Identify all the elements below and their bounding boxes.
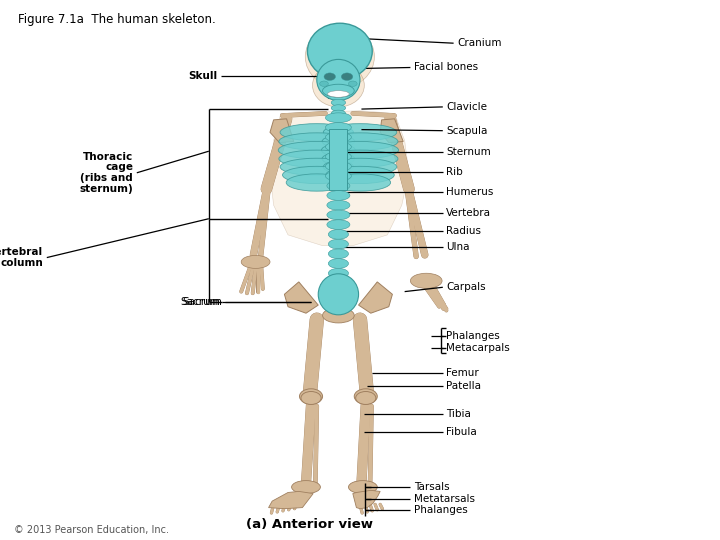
Ellipse shape [328, 249, 348, 259]
Ellipse shape [318, 274, 359, 315]
Text: Radius: Radius [446, 226, 482, 235]
Ellipse shape [328, 91, 349, 97]
Text: (a) Anterior view: (a) Anterior view [246, 518, 373, 531]
Text: Humerus: Humerus [446, 187, 494, 197]
Ellipse shape [354, 389, 377, 404]
Text: Ulna: Ulna [446, 242, 470, 252]
Ellipse shape [341, 73, 353, 80]
Text: Vertebral
column: Vertebral column [0, 247, 43, 268]
Polygon shape [269, 491, 313, 509]
Ellipse shape [322, 150, 398, 167]
Ellipse shape [328, 259, 348, 268]
Text: Tibia: Tibia [446, 409, 472, 419]
Ellipse shape [331, 110, 346, 117]
Ellipse shape [280, 124, 354, 141]
Polygon shape [284, 282, 318, 313]
Polygon shape [380, 119, 403, 143]
Text: Figure 7.1a  The human skeleton.: Figure 7.1a The human skeleton. [18, 14, 216, 26]
Ellipse shape [321, 141, 399, 159]
Polygon shape [353, 490, 380, 509]
Ellipse shape [348, 481, 377, 494]
Text: © 2013 Pearson Education, Inc.: © 2013 Pearson Education, Inc. [14, 525, 169, 535]
Polygon shape [270, 111, 409, 246]
Polygon shape [270, 119, 294, 143]
Ellipse shape [327, 200, 350, 210]
Ellipse shape [292, 481, 320, 494]
Ellipse shape [325, 166, 395, 184]
Ellipse shape [312, 64, 364, 107]
Text: Phalanges: Phalanges [446, 332, 500, 341]
Ellipse shape [331, 99, 346, 106]
Ellipse shape [325, 113, 351, 123]
Ellipse shape [241, 255, 270, 268]
Text: Sacrum: Sacrum [182, 298, 222, 307]
Ellipse shape [327, 181, 350, 191]
Text: Sternum: Sternum [446, 147, 491, 157]
Text: Sacrum: Sacrum [181, 298, 220, 307]
Ellipse shape [307, 23, 372, 79]
Text: Thoracic
cage
(ribs and
sternum): Thoracic cage (ribs and sternum) [79, 152, 133, 194]
Ellipse shape [322, 133, 398, 150]
Ellipse shape [323, 158, 397, 176]
Ellipse shape [323, 124, 397, 141]
Text: Cranium: Cranium [457, 38, 502, 48]
Ellipse shape [327, 220, 350, 229]
Ellipse shape [301, 392, 321, 404]
Text: Facial bones: Facial bones [414, 63, 478, 72]
Ellipse shape [317, 59, 360, 100]
Ellipse shape [323, 84, 354, 97]
Ellipse shape [331, 105, 346, 111]
Ellipse shape [280, 158, 354, 176]
Ellipse shape [282, 166, 351, 184]
Text: Rib: Rib [446, 167, 463, 177]
Ellipse shape [323, 308, 354, 323]
Text: Scapula: Scapula [446, 126, 487, 136]
Ellipse shape [287, 174, 348, 191]
Text: Patella: Patella [446, 381, 482, 391]
Ellipse shape [328, 278, 348, 288]
Ellipse shape [305, 25, 374, 88]
Ellipse shape [348, 81, 357, 86]
Ellipse shape [325, 152, 351, 161]
Ellipse shape [328, 239, 348, 249]
Polygon shape [359, 282, 392, 313]
Ellipse shape [327, 210, 350, 220]
Polygon shape [329, 129, 347, 190]
Ellipse shape [325, 161, 351, 171]
Ellipse shape [300, 389, 323, 404]
Text: Femur: Femur [446, 368, 479, 377]
Ellipse shape [278, 141, 356, 159]
Text: Carpals: Carpals [446, 282, 486, 292]
Text: Fibula: Fibula [446, 427, 477, 437]
Ellipse shape [325, 142, 351, 152]
Ellipse shape [325, 123, 351, 132]
Ellipse shape [320, 81, 328, 86]
Ellipse shape [279, 150, 355, 167]
Ellipse shape [329, 174, 391, 191]
Ellipse shape [324, 73, 336, 80]
Text: Tarsals: Tarsals [414, 482, 449, 492]
Ellipse shape [325, 132, 351, 142]
Ellipse shape [328, 268, 348, 278]
Ellipse shape [279, 133, 355, 150]
Ellipse shape [356, 392, 376, 404]
Text: Phalanges: Phalanges [414, 505, 468, 515]
Text: Metacarpals: Metacarpals [446, 343, 510, 353]
Text: Clavicle: Clavicle [446, 102, 487, 112]
Ellipse shape [331, 116, 346, 122]
Ellipse shape [410, 273, 442, 288]
Text: Vertebra: Vertebra [446, 208, 491, 218]
Ellipse shape [328, 230, 348, 239]
Text: Skull: Skull [189, 71, 217, 80]
Ellipse shape [327, 191, 350, 200]
Text: Metatarsals: Metatarsals [414, 494, 475, 504]
Ellipse shape [325, 171, 351, 181]
